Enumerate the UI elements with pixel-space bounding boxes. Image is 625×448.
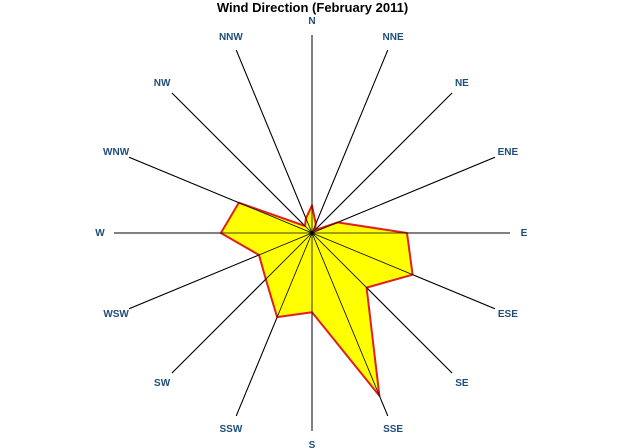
spoke-overlay-sse [311, 232, 389, 417]
spoke-overlay-ne [311, 92, 453, 234]
spoke-overlay-wsw [128, 232, 313, 310]
spoke-overlay-nne [311, 49, 389, 234]
direction-label-se: SE [455, 378, 469, 389]
spoke-overlay-ese [311, 232, 496, 310]
spoke-overlay-wnw [128, 156, 313, 234]
spoke-overlay-sw [171, 232, 313, 374]
spoke-overlay-se [311, 232, 453, 374]
direction-label-nne: NNE [383, 32, 404, 43]
direction-label-ssw: SSW [220, 424, 243, 435]
direction-label-n: N [308, 16, 315, 27]
spoke-overlay-nw [171, 92, 313, 234]
spoke-overlay-ssw [235, 232, 313, 417]
spoke-overlay-ene [311, 156, 496, 234]
direction-label-e: E [521, 228, 528, 239]
direction-label-s: S [309, 440, 316, 448]
direction-label-wsw: WSW [103, 309, 129, 320]
chart-title: Wind Direction (February 2011) [216, 0, 409, 15]
direction-label-w: W [95, 228, 105, 239]
direction-label-sw: SW [154, 378, 171, 389]
direction-label-ne: NE [455, 78, 469, 89]
series-polygon-0 [219, 201, 414, 397]
direction-label-nw: NW [154, 78, 171, 89]
direction-label-sse: SSE [383, 424, 403, 435]
direction-label-wnw: WNW [103, 147, 130, 158]
direction-label-nnw: NNW [219, 32, 243, 43]
direction-label-ene: ENE [498, 147, 519, 158]
spoke-overlay-nnw [235, 49, 313, 234]
direction-label-ese: ESE [498, 309, 518, 320]
